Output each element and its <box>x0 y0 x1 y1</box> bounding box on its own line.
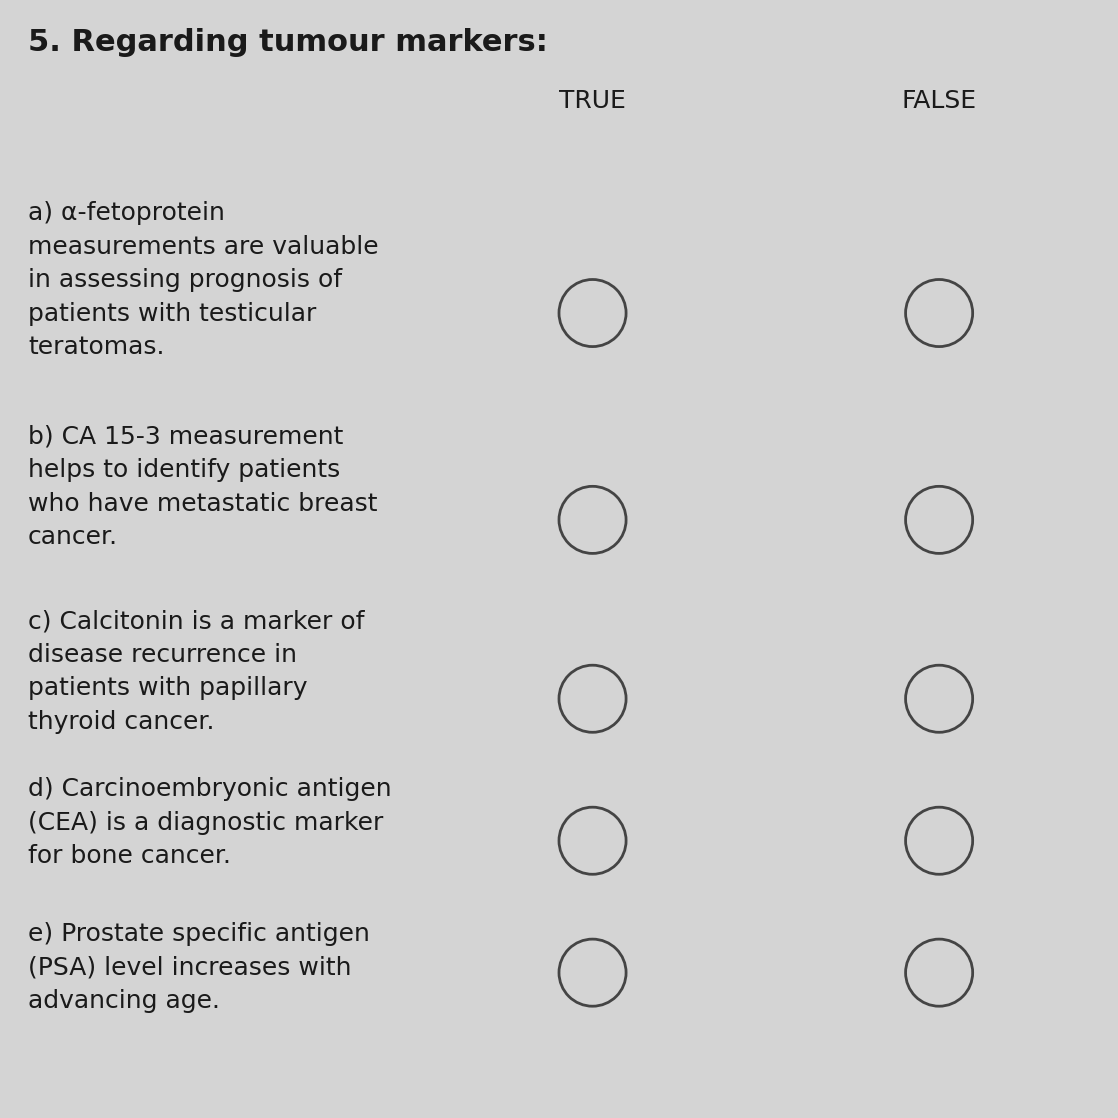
Text: 5. Regarding tumour markers:: 5. Regarding tumour markers: <box>28 28 548 57</box>
Text: a) α-fetoprotein
measurements are valuable
in assessing prognosis of
patients wi: a) α-fetoprotein measurements are valuab… <box>28 201 379 359</box>
Text: e) Prostate specific antigen
(PSA) level increases with
advancing age.: e) Prostate specific antigen (PSA) level… <box>28 922 370 1013</box>
Text: d) Carcinoembryonic antigen
(CEA) is a diagnostic marker
for bone cancer.: d) Carcinoembryonic antigen (CEA) is a d… <box>28 777 391 868</box>
Text: FALSE: FALSE <box>901 88 977 113</box>
Text: c) Calcitonin is a marker of
disease recurrence in
patients with papillary
thyro: c) Calcitonin is a marker of disease rec… <box>28 609 364 733</box>
Text: TRUE: TRUE <box>559 88 626 113</box>
Text: b) CA 15-3 measurement
helps to identify patients
who have metastatic breast
can: b) CA 15-3 measurement helps to identify… <box>28 425 378 549</box>
